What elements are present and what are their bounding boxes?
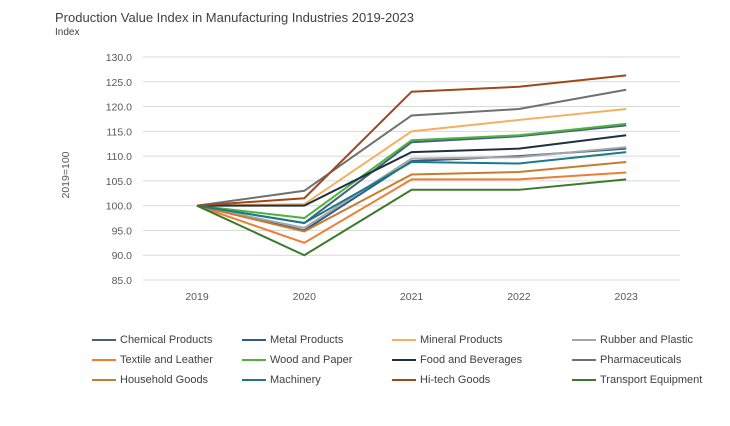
legend-swatch: [572, 359, 596, 361]
y-tick-label: 125.0: [106, 77, 132, 89]
legend-label: Machinery: [270, 374, 321, 386]
x-tick-label: 2023: [615, 291, 639, 303]
x-tick-label: 2022: [507, 291, 531, 303]
x-tick-label: 2021: [400, 291, 424, 303]
legend-swatch: [392, 379, 416, 381]
legend-item: Wood and Paper: [242, 354, 392, 366]
series-line-hi-tech-goods: [196, 74, 627, 207]
legend-item: Mineral Products: [392, 334, 572, 346]
legend-label: Rubber and Plastic: [600, 334, 693, 346]
y-tick-label: 105.0: [106, 176, 132, 188]
legend-item: Pharmaceuticals: [572, 354, 722, 366]
legend-item: Metal Products: [242, 334, 392, 346]
chart-title: Production Value Index in Manufacturing …: [55, 10, 414, 25]
legend-label: Chemical Products: [120, 334, 213, 346]
legend-swatch: [392, 339, 416, 341]
legend-label: Transport Equipment: [600, 374, 703, 386]
y-tick-label: 130.0: [106, 52, 132, 64]
legend-item: Machinery: [242, 374, 392, 386]
series-line-textile-and-leather: [196, 171, 627, 244]
legend-item: Chemical Products: [92, 334, 242, 346]
series-line-food-and-beverages: [197, 134, 627, 207]
legend-label: Wood and Paper: [270, 354, 353, 366]
legend-label: Food and Beverages: [420, 354, 523, 366]
y-axis-label: 2019=100: [60, 151, 72, 198]
series-line-mineral-products: [196, 108, 627, 207]
legend-item: Rubber and Plastic: [572, 334, 722, 346]
x-tick-label: 2019: [185, 291, 209, 303]
legend-item: Food and Beverages: [392, 354, 572, 366]
legend-item: Textile and Leather: [92, 354, 242, 366]
legend-label: Household Goods: [120, 374, 209, 386]
legend-swatch: [242, 339, 266, 341]
legend-label: Metal Products: [270, 334, 344, 346]
legend-swatch: [392, 359, 416, 361]
legend: Chemical Products Metal Products Mineral P…: [92, 334, 702, 386]
y-tick-label: 115.0: [107, 126, 133, 138]
y-tick-label: 85.0: [112, 275, 133, 287]
series-line-transport-equipment: [196, 178, 627, 257]
legend-item: Household Goods: [92, 374, 242, 386]
legend-label: Hi-tech Goods: [420, 374, 491, 386]
y-tick-label: 110.0: [107, 151, 133, 163]
legend-swatch: [572, 339, 596, 341]
chart-subtitle: Index: [55, 27, 80, 38]
legend-item: Hi-tech Goods: [392, 374, 572, 386]
legend-label: Mineral Products: [420, 334, 503, 346]
x-tick-label: 2020: [293, 291, 317, 303]
series-line-wood-and-paper: [196, 122, 627, 220]
legend-item: Transport Equipment: [572, 374, 722, 386]
legend-swatch: [242, 379, 266, 381]
series-line-rubber-and-plastic: [196, 146, 627, 230]
y-tick-label: 120.0: [106, 102, 132, 114]
y-tick-label: 100.0: [106, 201, 132, 213]
legend-swatch: [92, 359, 116, 361]
y-tick-label: 95.0: [112, 225, 133, 237]
legend-swatch: [92, 379, 116, 381]
series-line-household-goods: [196, 161, 627, 233]
legend-label: Pharmaceuticals: [600, 354, 682, 366]
legend-swatch: [242, 359, 266, 361]
legend-swatch: [92, 339, 116, 341]
y-tick-label: 90.0: [112, 250, 133, 262]
legend-label: Textile and Leather: [120, 354, 213, 366]
legend-swatch: [572, 379, 596, 381]
series-line-pharmaceuticals: [196, 88, 627, 207]
series-line-machinery: [196, 151, 627, 225]
